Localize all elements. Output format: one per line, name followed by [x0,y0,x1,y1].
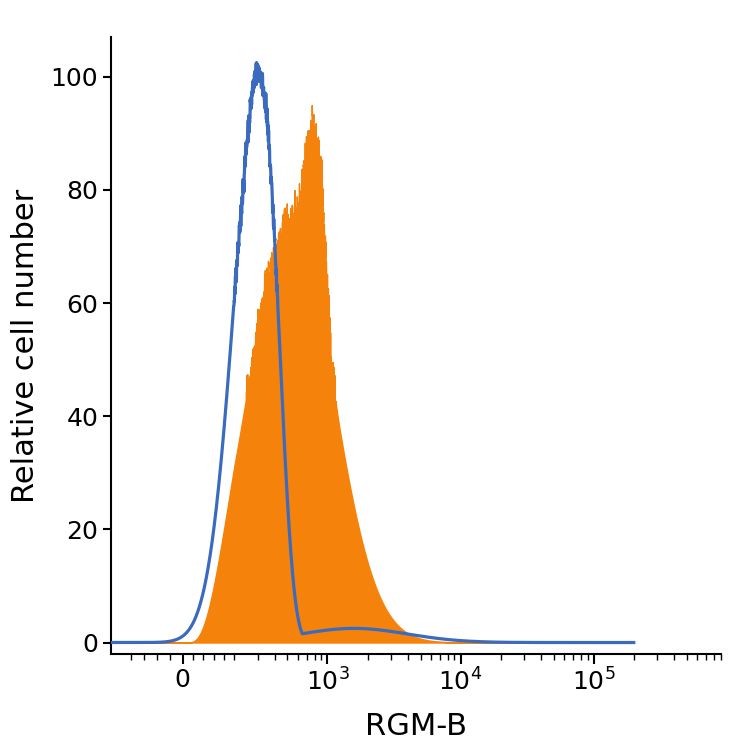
Y-axis label: Relative cell number: Relative cell number [10,189,39,502]
X-axis label: RGM-B: RGM-B [365,713,467,742]
